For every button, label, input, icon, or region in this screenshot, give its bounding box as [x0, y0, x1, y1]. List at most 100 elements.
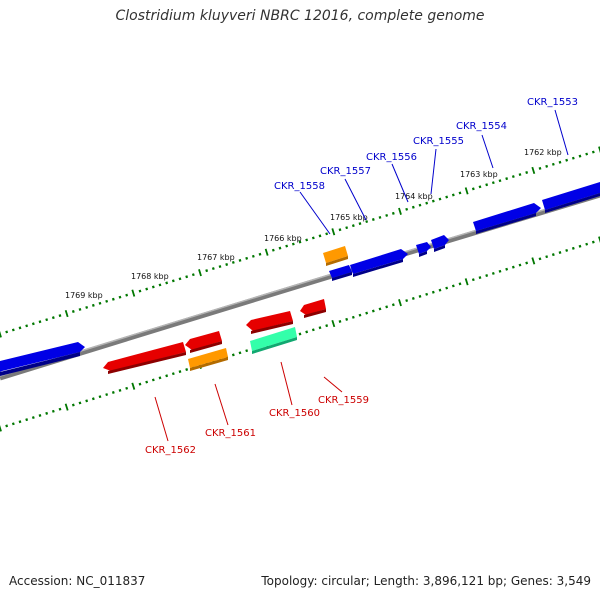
ruler-minor-tick	[545, 255, 549, 259]
ruler-minor-tick	[338, 228, 342, 232]
label-ckr-1557[interactable]: CKR_1557	[320, 166, 371, 177]
label-ckr-1555[interactable]: CKR_1555	[413, 136, 464, 147]
gene-arrow-ckr-1558[interactable]	[329, 265, 352, 278]
ruler-minor-tick	[371, 309, 375, 313]
ruler-minor-tick	[511, 175, 515, 179]
leader-ckr-1557	[344, 178, 367, 221]
ruler-minor-tick	[225, 263, 229, 266]
orange-gene-upper[interactable]	[323, 246, 348, 263]
label-ckr-1553[interactable]: CKR_1553	[527, 97, 578, 108]
ruler-minor-tick	[578, 244, 582, 248]
label-ckr-1554[interactable]: CKR_1554	[456, 121, 507, 132]
ruler-major-tick	[0, 330, 2, 338]
ruler-minor-tick	[385, 305, 389, 309]
gene-arrow-ckr-1556[interactable]	[416, 242, 431, 254]
gene-arrow-ckr-1553[interactable]	[542, 182, 600, 210]
label-ckr-1560[interactable]: CKR_1560	[269, 408, 320, 419]
ruler-minor-tick	[458, 282, 462, 286]
gene-shade	[190, 357, 228, 371]
ruler-minor-tick	[271, 248, 275, 252]
ruler-minor-tick	[125, 386, 129, 390]
ruler-minor-tick	[318, 234, 322, 238]
gene-arrow-ckr-1560[interactable]	[246, 311, 293, 331]
ruler-minor-tick	[518, 263, 522, 267]
orange-gene-lower[interactable]	[188, 348, 228, 368]
scale-label-1769: 1769 kbp	[65, 291, 103, 300]
ruler-minor-tick	[185, 275, 189, 279]
label-ckr-1558[interactable]: CKR_1558	[274, 181, 325, 192]
ruler-minor-tick	[478, 185, 482, 189]
label-ckr-1559[interactable]: CKR_1559	[318, 395, 369, 406]
ruler-major-tick	[531, 257, 536, 265]
gene-arrow-left-edge-shade	[0, 352, 80, 376]
scale-label-1766: 1766 kbp	[264, 234, 302, 243]
ruler-major-tick	[531, 166, 536, 175]
ruler-major-tick	[464, 187, 469, 195]
ruler-minor-tick	[245, 256, 249, 260]
rna-gene-shade	[252, 337, 297, 354]
ruler-minor-tick	[445, 195, 449, 199]
gene-arrow-ckr-1557[interactable]	[350, 249, 408, 274]
forward-gene-labels: CKR_1553 CKR_1554 CKR_1555 CKR_1556 CKR_…	[274, 97, 578, 192]
leader-ckr-1555	[430, 148, 437, 195]
ruler-minor-tick	[138, 289, 142, 293]
ruler-minor-tick	[105, 299, 109, 303]
ruler-major-tick	[598, 236, 600, 244]
ruler-minor-tick	[585, 152, 589, 156]
ruler-minor-tick	[298, 332, 302, 336]
ruler-minor-tick	[505, 177, 509, 181]
ruler-minor-tick	[498, 269, 502, 273]
label-ckr-1556[interactable]: CKR_1556	[366, 152, 417, 163]
gene-arrow-ckr-1554[interactable]	[473, 203, 541, 231]
ruler-minor-tick	[451, 284, 455, 288]
ruler-minor-tick	[511, 265, 515, 269]
ruler-minor-tick	[418, 203, 422, 207]
ruler-minor-tick	[171, 279, 175, 283]
ruler-minor-tick	[298, 240, 302, 244]
gene-arrow-ckr-1561[interactable]	[185, 331, 222, 350]
ruler-minor-tick	[11, 422, 15, 426]
ruler-minor-tick	[551, 253, 555, 257]
ruler-minor-tick	[538, 257, 542, 261]
ruler-minor-tick	[551, 162, 555, 166]
label-ckr-1561[interactable]: CKR_1561	[205, 428, 256, 439]
leader-ckr-1562	[154, 396, 169, 442]
ruler-minor-tick	[345, 226, 349, 230]
gene-arrow-left-edge[interactable]	[0, 342, 85, 372]
rna-gene[interactable]	[250, 327, 297, 351]
ruler-minor-tick	[378, 307, 382, 311]
reverse-gene-labels: CKR_1559 CKR_1560 CKR_1561 CKR_1562	[145, 395, 369, 456]
ruler-minor-tick	[318, 326, 322, 330]
ruler-minor-tick	[405, 207, 409, 211]
ruler-minor-tick	[238, 351, 242, 355]
ruler-minor-tick	[365, 220, 369, 224]
ruler-minor-tick	[438, 197, 442, 201]
gene-arrow-ckr-1562[interactable]	[103, 342, 186, 371]
ruler-minor-tick	[71, 310, 75, 313]
ruler-minor-tick	[111, 297, 115, 301]
ruler-minor-tick	[151, 378, 155, 382]
ruler-minor-tick	[178, 277, 182, 281]
ruler-minor-tick	[191, 273, 195, 277]
accession-text: Accession: NC_011837	[9, 574, 146, 588]
ruler-minor-tick	[578, 154, 582, 158]
ruler-minor-tick	[45, 318, 49, 322]
gene-arrow-ckr-1555[interactable]	[431, 235, 449, 249]
ruler-minor-tick	[91, 303, 95, 307]
ruler-minor-tick	[425, 292, 429, 296]
ruler-minor-tick	[45, 411, 49, 415]
scale-label-1764: 1764 kbp	[395, 192, 433, 201]
ruler-major-tick	[331, 228, 336, 236]
ruler-minor-tick	[31, 416, 35, 420]
ruler-minor-tick	[351, 315, 355, 319]
label-ckr-1562[interactable]: CKR_1562	[145, 445, 196, 456]
ruler-minor-tick	[51, 316, 55, 320]
ruler-minor-tick	[498, 179, 502, 183]
ruler-minor-tick	[445, 286, 449, 290]
ruler-minor-tick	[471, 187, 475, 191]
scale-label-1765: 1765 kbp	[330, 213, 368, 222]
ruler-minor-tick	[358, 313, 362, 317]
gene-arrow-ckr-1559[interactable]	[300, 299, 326, 315]
ruler-minor-tick	[165, 281, 169, 285]
